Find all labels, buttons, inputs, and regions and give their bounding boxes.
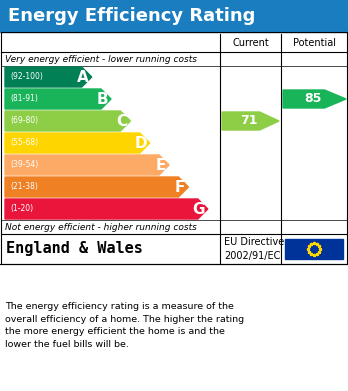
Text: B: B	[96, 91, 108, 106]
Text: C: C	[116, 113, 127, 129]
Polygon shape	[5, 155, 169, 175]
Text: (55-68): (55-68)	[10, 138, 38, 147]
Bar	[285, 239, 343, 259]
Polygon shape	[5, 67, 92, 87]
Polygon shape	[222, 112, 279, 130]
Polygon shape	[5, 199, 208, 219]
Text: F: F	[175, 179, 185, 194]
Text: D: D	[134, 136, 147, 151]
Polygon shape	[5, 177, 189, 197]
Text: (1-20): (1-20)	[10, 204, 33, 213]
Text: England & Wales: England & Wales	[6, 242, 143, 256]
Text: Potential: Potential	[293, 38, 336, 48]
Text: A: A	[77, 70, 89, 84]
Text: E: E	[156, 158, 166, 172]
Bar	[0, 0, 348, 32]
Text: G: G	[192, 201, 205, 217]
Bar	[1, 32, 347, 264]
Text: 85: 85	[304, 93, 321, 106]
Text: (69-80): (69-80)	[10, 117, 38, 126]
Text: EU Directive
2002/91/EC: EU Directive 2002/91/EC	[224, 237, 284, 260]
Text: Current: Current	[232, 38, 269, 48]
Polygon shape	[5, 133, 150, 153]
Text: The energy efficiency rating is a measure of the
overall efficiency of a home. T: The energy efficiency rating is a measur…	[5, 302, 244, 349]
Polygon shape	[5, 111, 130, 131]
Text: (39-54): (39-54)	[10, 160, 38, 170]
Text: 71: 71	[240, 115, 257, 127]
Text: (81-91): (81-91)	[10, 95, 38, 104]
Text: (21-38): (21-38)	[10, 183, 38, 192]
Text: Energy Efficiency Rating: Energy Efficiency Rating	[8, 7, 255, 25]
Text: Very energy efficient - lower running costs: Very energy efficient - lower running co…	[5, 54, 197, 63]
Polygon shape	[5, 89, 111, 109]
Polygon shape	[283, 90, 346, 108]
Text: (92-100): (92-100)	[10, 72, 43, 81]
Text: Not energy efficient - higher running costs: Not energy efficient - higher running co…	[5, 222, 197, 231]
